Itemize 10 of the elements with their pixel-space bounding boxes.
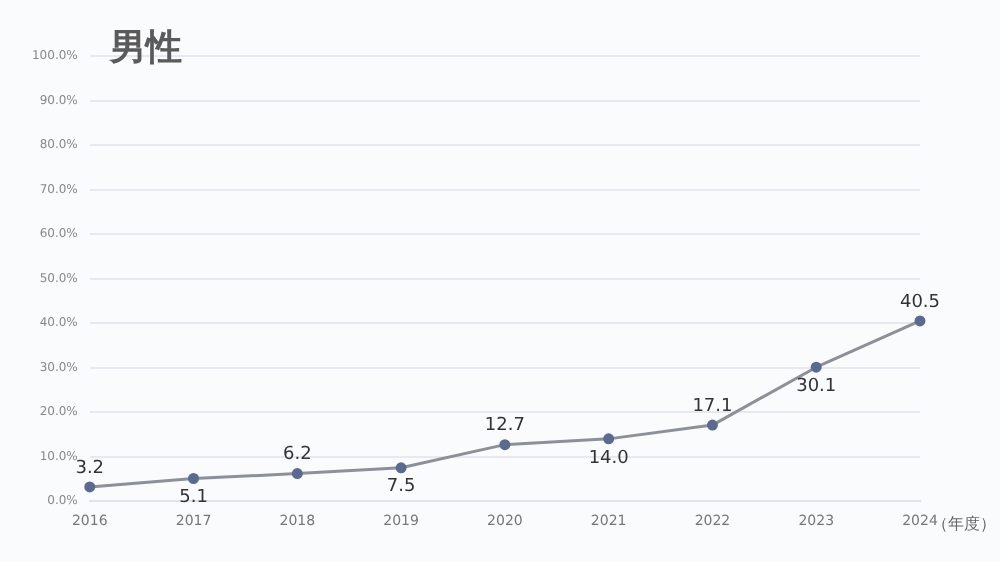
data-label: 7.5 bbox=[386, 477, 416, 498]
data-label: 5.1 bbox=[179, 488, 208, 509]
data-label: 6.2 bbox=[282, 445, 312, 466]
data-label: 17.1 bbox=[692, 396, 733, 417]
data-label: 30.1 bbox=[796, 376, 837, 397]
data-label: 3.2 bbox=[75, 458, 105, 479]
data-label: 14.0 bbox=[588, 448, 630, 469]
data-label: 12.7 bbox=[484, 416, 525, 437]
chart-title: 男性 bbox=[108, 27, 182, 70]
data-label: 40.5 bbox=[899, 292, 941, 313]
